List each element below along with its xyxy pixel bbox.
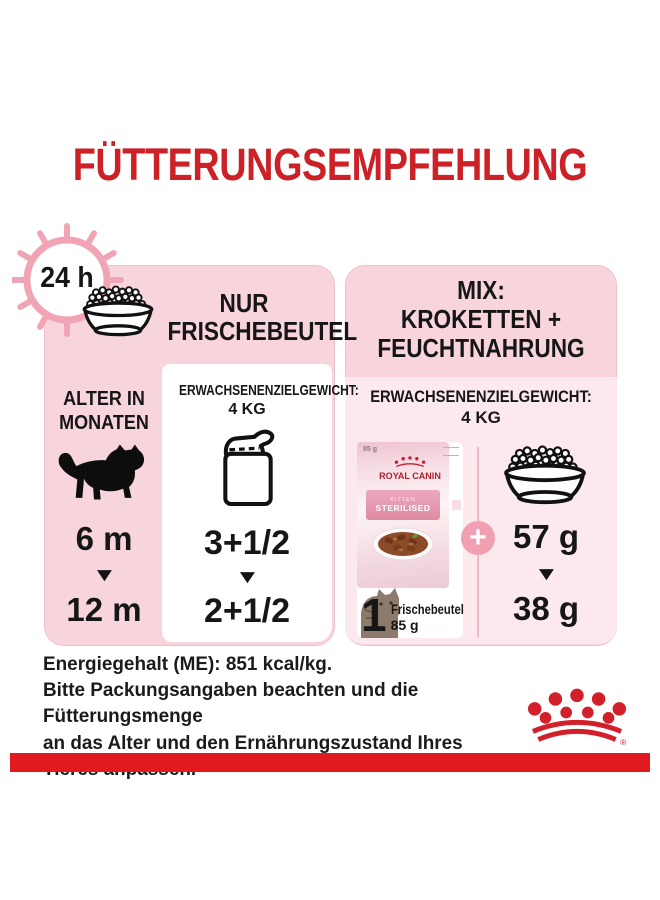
left-panel-title: NUR FRISCHEBEUTEL (167, 288, 358, 346)
food-bowl-icon (74, 285, 162, 338)
footer-line: Fütterungsmenge (43, 705, 203, 728)
kibble-end-value: 38 g (512, 590, 580, 627)
pouch-product-name: STERILISED (375, 503, 431, 513)
food-bowl-icon (494, 445, 596, 506)
plus-sign: + (469, 521, 487, 554)
product-pouch-image: 85 g ROYAL CANIN KITTEN STERILISED (357, 442, 461, 638)
age-header-line1: ALTER IN (63, 388, 145, 410)
footer-line: Energiegehalt (ME): 851 kcal/kg. (43, 653, 333, 675)
arrow-down-icon: ▼ (234, 567, 260, 588)
page-title: FÜTTERUNGSEMPFEHLUNG (72, 139, 588, 190)
royal-canin-crown-icon (394, 456, 426, 468)
pouch-count-number: 1 (361, 589, 387, 641)
food-plate-image (372, 527, 434, 561)
kibble-start-value: 57 g (512, 518, 580, 555)
adult-target-weight-value-left: 4 KG (228, 401, 266, 418)
age-start-value: 6 m (75, 520, 133, 557)
right-panel-title-line2: KROKETTEN + (400, 304, 562, 334)
pouch-count-label: Frischebeutel (390, 601, 464, 617)
age-end-value: 12 m (66, 591, 142, 628)
pouch-brand-name: ROYAL CANIN (379, 471, 441, 482)
footer-line: Bitte Packungsangaben beachten und die (43, 679, 419, 702)
clock-24h-label: 24 h (40, 262, 94, 294)
pouch-count-weight: 85 g (390, 617, 419, 633)
right-panel-title: MIX: KROKETTEN + FEUCHTNAHRUNG (363, 276, 600, 363)
pouch-count: 1 Frischebeutel 85 g (361, 589, 482, 641)
bottom-red-bar (10, 753, 650, 772)
right-panel-title-line1: MIX: (457, 275, 505, 305)
pouch-product-band: KITTEN STERILISED (366, 490, 440, 520)
adult-target-weight-value-right: 4 KG (461, 408, 501, 427)
left-panel-title-line2: FRISCHEBEUTEL (167, 316, 358, 346)
plus-icon: + (461, 521, 495, 555)
pouches-end-value: 2+1/2 (203, 592, 291, 630)
registered-mark: ® (620, 738, 626, 747)
arrow-down-icon: ▼ (91, 565, 117, 586)
right-panel-title-line3: FEUCHTNAHRUNG (377, 333, 585, 363)
adult-target-weight-label-right: ERWACHSENENZIELGEWICHT: (370, 387, 592, 406)
pouch-fold-marks (443, 447, 459, 456)
left-panel-title-line1: NUR (219, 288, 269, 318)
adult-target-weight-label-left: ERWACHSENENZIELGEWICHT: (179, 382, 359, 399)
kitten-icon (58, 444, 145, 500)
age-column-header: ALTER IN MONATEN (52, 387, 156, 435)
pouch-weight-label: 85 g (363, 446, 378, 453)
footer-line: an das Alter und den Ernährungszustand I… (43, 731, 463, 754)
kitten-photo (361, 588, 399, 638)
age-header-line2: MONATEN (59, 412, 149, 434)
arrow-down-icon: ▼ (533, 564, 559, 585)
pouch-sachet-icon (223, 429, 275, 507)
pouches-start-value: 3+1/2 (203, 524, 291, 562)
product-card: 85 g ROYAL CANIN KITTEN STERILISED (357, 442, 463, 638)
pouch-range-label: KITTEN (390, 497, 416, 503)
royal-canin-logo: ® (527, 688, 626, 747)
